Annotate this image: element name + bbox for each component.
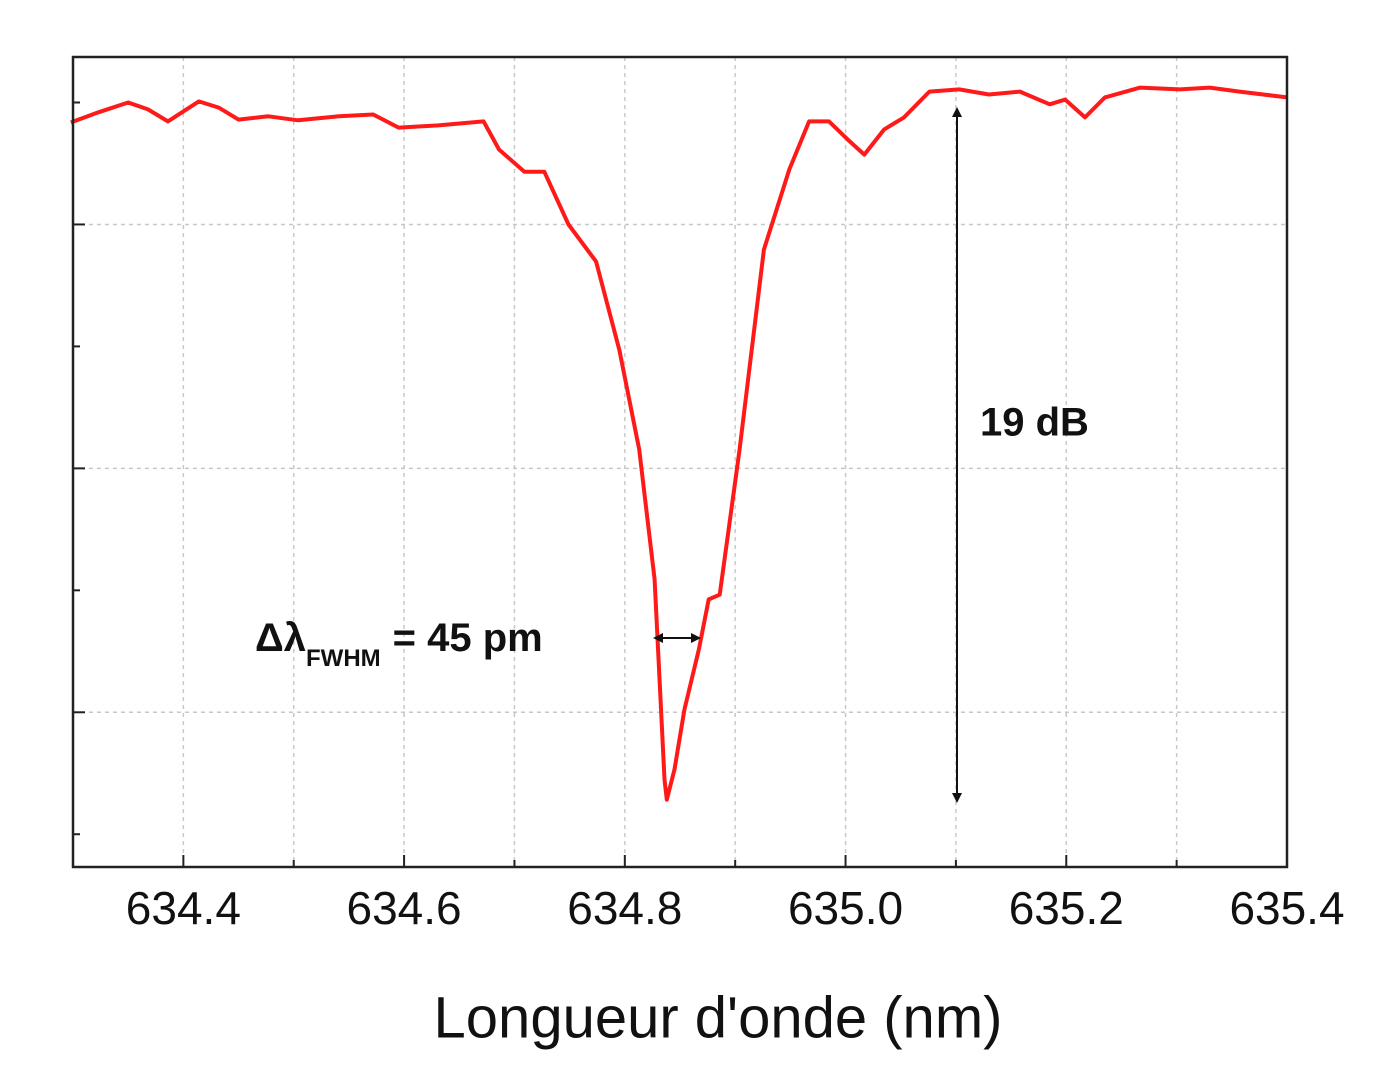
x-tick-label: 634.4 xyxy=(126,882,241,934)
x-tick-label: 635.2 xyxy=(1009,882,1124,934)
x-tick-label: 635.4 xyxy=(1229,882,1344,934)
plot-frame xyxy=(71,55,1289,869)
x-axis-label: Longueur d'onde (nm) xyxy=(434,985,1003,1050)
width-label: ΔλFWHM = 45 pm xyxy=(255,616,543,673)
plot xyxy=(70,85,1288,802)
x-tick-label: 634.6 xyxy=(347,882,462,934)
width-subscript: FWHM xyxy=(306,645,381,672)
x-tick-label: 635.0 xyxy=(788,882,903,934)
depth-label: 19 dB xyxy=(980,401,1089,445)
spectrum-line xyxy=(70,85,1288,802)
width-symbol: Δλ xyxy=(255,616,306,660)
x-tick-label: 634.8 xyxy=(567,882,682,934)
width-value: = 45 pm xyxy=(393,616,543,660)
